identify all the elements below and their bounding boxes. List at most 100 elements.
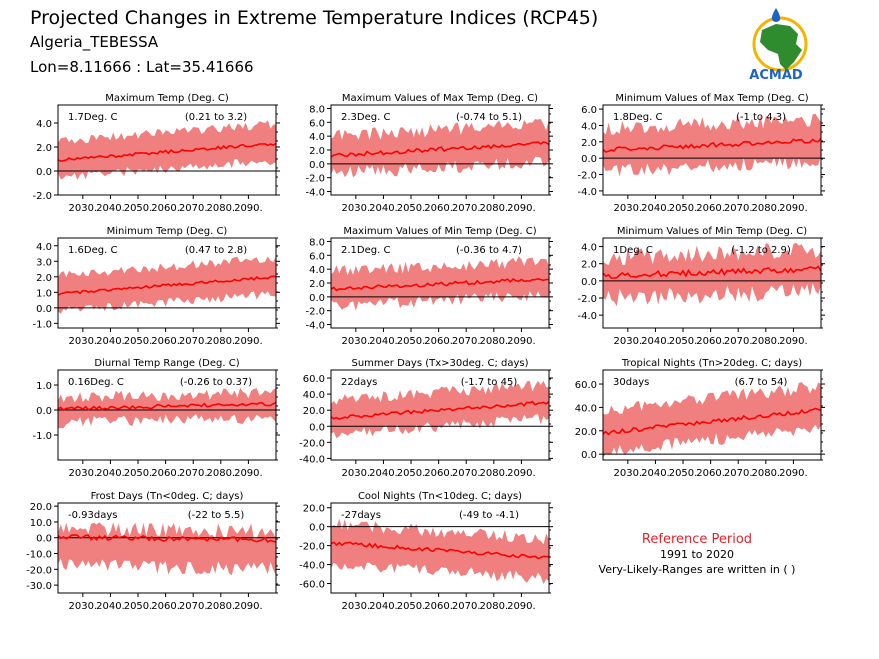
logo-africa-icon: [760, 24, 802, 70]
range-label: (6.7 to 54): [735, 377, 788, 388]
x-tick-label: 2060.: [151, 203, 180, 214]
panel-title: Maximum Values of Max Temp (Deg. C): [342, 93, 538, 104]
x-tick-label: 2090.: [507, 336, 536, 347]
y-tick-label: 0.0: [309, 523, 325, 534]
y-tick-label: 4.0: [309, 265, 325, 276]
y-tick-label: 0.0: [309, 293, 325, 304]
y-tick-label: -40.0: [299, 561, 325, 572]
chart-panel-8: -40.0 -20.0 0.0 20.0 40.0 60.0 2030.2040.2050.…: [299, 358, 553, 479]
mean-change-label: 1.8Deg. C: [613, 112, 662, 123]
range-band: [58, 522, 276, 576]
x-tick-label: 2090.: [779, 203, 808, 214]
y-tick-label: -20.0: [299, 438, 325, 449]
x-tick-label: 2060.: [696, 203, 725, 214]
x-tick-label: 2050.: [397, 203, 426, 214]
y-tick-label: 4.0: [581, 121, 597, 132]
x-tick-label: 2040.: [641, 203, 670, 214]
x-tick-label: 2080.: [206, 601, 235, 612]
y-tick-label: -1.0: [32, 431, 52, 442]
x-tick-label: 2050.: [397, 601, 426, 612]
acmad-logo: ACMAD: [749, 8, 808, 83]
x-tick-label: 2080.: [206, 336, 235, 347]
x-tick-label: 2080.: [479, 468, 508, 479]
y-tick-label: 2.0: [581, 138, 597, 149]
mean-change-label: 1.6Deg. C: [68, 245, 117, 256]
y-tick-label: -2.0: [32, 191, 52, 202]
y-tick-label: 10.0: [30, 518, 52, 529]
x-tick-label: 2050.: [124, 203, 153, 214]
y-tick-label: 40.0: [303, 390, 325, 401]
mean-line: [57, 142, 277, 163]
x-tick-label: 2080.: [479, 336, 508, 347]
x-tick-label: 2070.: [452, 336, 481, 347]
range-label: (-1 to 4.3): [736, 112, 786, 123]
y-tick-label: 8.0: [309, 104, 325, 115]
panel-title: Frost Days (Tn<0deg. C; days): [91, 491, 244, 502]
y-tick-label: 4.0: [309, 132, 325, 143]
x-tick-label: 2080.: [479, 203, 508, 214]
x-tick-label: 2040.: [369, 203, 398, 214]
logo-text: ACMAD: [749, 68, 803, 83]
range-label: (-0.74 to 5.1): [456, 112, 522, 123]
x-tick-label: 2040.: [96, 601, 125, 612]
x-tick-label: 2040.: [96, 203, 125, 214]
panel-title: Diurnal Temp Range (Deg. C): [94, 358, 239, 369]
y-tick-label: 60.0: [303, 374, 325, 385]
y-tick-label: 1.0: [36, 381, 52, 392]
x-tick-label: 2040.: [369, 336, 398, 347]
x-tick-label: 2030.: [69, 601, 98, 612]
range-band: [603, 113, 821, 177]
y-tick-label: -2.0: [577, 171, 597, 182]
chart-panel-11: -60.0 -40.0 -20.0 0.0 20.0 2030.2040.2050.206…: [299, 491, 553, 612]
y-tick-label: 40.0: [575, 403, 597, 414]
reference-period: 1991 to 2020: [660, 548, 734, 561]
x-tick-label: 2070.: [452, 601, 481, 612]
mean-change-label: 30days: [613, 377, 649, 388]
panel-title: Minimum Values of Max Temp (Deg. C): [615, 93, 808, 104]
y-tick-label: -2.0: [305, 307, 325, 318]
x-tick-label: 2090.: [234, 336, 263, 347]
x-tick-label: 2060.: [424, 336, 453, 347]
chart-panel-7: -1.0 0.0 1.0 2030.2040.2050.2060.2070.2080.…: [32, 358, 280, 479]
reference-note: Very-Likely-Ranges are written in ( ): [599, 563, 796, 576]
mean-line: [330, 400, 550, 420]
mean-line: [57, 401, 277, 412]
x-tick-label: 2070.: [179, 601, 208, 612]
x-tick-label: 2030.: [342, 468, 371, 479]
range-label: (-1.2 to 2.9): [731, 245, 791, 256]
y-tick-label: -60.0: [299, 580, 325, 591]
range-label: (0.21 to 3.2): [185, 112, 247, 123]
y-tick-label: 0.0: [36, 304, 52, 315]
x-tick-label: 2030.: [69, 336, 98, 347]
chart-panel-9: 0.0 20.0 40.0 60.0 2030.2040.2050.2060.2070.…: [575, 358, 825, 479]
chart-panel-1: -2.00.02.04.02030.2040.2050.2060.2070.20…: [32, 93, 280, 214]
x-tick-label: 2050.: [669, 336, 698, 347]
y-tick-label: 0.0: [36, 406, 52, 417]
y-tick-label: 20.0: [303, 504, 325, 515]
coordinates-label: Lon=8.11666 : Lat=35.41666: [30, 58, 254, 76]
y-tick-label: 6.0: [309, 118, 325, 129]
range-band: [603, 382, 821, 458]
y-tick-label: -1.0: [32, 319, 52, 330]
x-tick-label: 2070.: [452, 468, 481, 479]
x-tick-label: 2070.: [179, 336, 208, 347]
range-band: [58, 120, 276, 180]
figure-title: Projected Changes in Extreme Temperature…: [30, 7, 598, 29]
x-tick-label: 2070.: [724, 336, 753, 347]
panel-title: Summer Days (Tx>30deg. C; days): [351, 358, 528, 369]
range-label: (-0.26 to 0.37): [180, 377, 252, 388]
mean-line: [57, 534, 277, 543]
range-band: [58, 387, 276, 429]
range-label: (-49 to -4.1): [459, 510, 519, 521]
y-tick-label: -2.0: [305, 174, 325, 185]
x-tick-label: 2040.: [96, 468, 125, 479]
x-tick-label: 2080.: [206, 203, 235, 214]
y-tick-label: 2.0: [36, 273, 52, 284]
y-tick-label: 2.0: [309, 146, 325, 157]
x-tick-label: 2090.: [779, 336, 808, 347]
range-label: (-22 to 5.5): [188, 510, 245, 521]
x-tick-label: 2040.: [641, 468, 670, 479]
x-tick-label: 2060.: [696, 468, 725, 479]
y-tick-label: 2.0: [309, 279, 325, 290]
